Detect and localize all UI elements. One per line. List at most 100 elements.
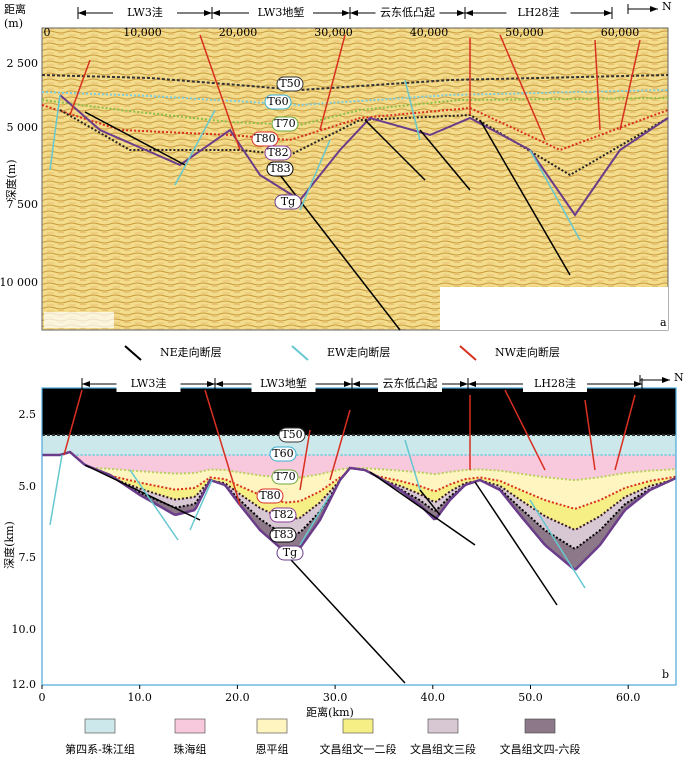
horizon-line xyxy=(41,97,669,127)
x-tick-label: 60.0 xyxy=(616,691,641,704)
horizon-label: T82 xyxy=(272,508,293,521)
fault-line xyxy=(204,389,241,506)
arrow-head xyxy=(78,10,86,16)
fault-line xyxy=(129,469,179,541)
legend-swatch xyxy=(342,718,374,734)
arrow-head xyxy=(662,377,670,383)
horizon-label: T70 xyxy=(274,117,295,130)
arrow-head xyxy=(460,381,468,387)
horizon-label-bg xyxy=(269,446,297,462)
horizon-label-bg xyxy=(264,145,292,161)
zone-label-bg xyxy=(375,5,440,21)
horizon-label-bg xyxy=(256,488,284,504)
zone-label-bg xyxy=(506,5,571,21)
zone-label-bg xyxy=(249,5,313,21)
fault-line xyxy=(404,79,421,141)
horizon-label: T83 xyxy=(272,528,293,541)
fault-line xyxy=(369,471,476,546)
fault-line xyxy=(299,139,331,211)
legend-swatch xyxy=(524,718,556,734)
legend-text: 珠海组 xyxy=(174,742,207,756)
legend-fault-icon xyxy=(124,345,142,361)
seismic-image xyxy=(41,27,669,331)
horizon-label-bg xyxy=(269,507,297,523)
horizon-line xyxy=(41,74,669,92)
horizon-label-bg xyxy=(269,527,297,543)
horizon-label-bg xyxy=(274,194,302,210)
fault-line xyxy=(299,429,311,491)
fault-line xyxy=(584,399,596,471)
fault-line xyxy=(84,464,201,521)
x-tick-label: 30.0 xyxy=(323,691,348,704)
arrow-head xyxy=(82,381,90,387)
zone-label-bg xyxy=(523,376,587,392)
fault-line xyxy=(504,389,546,471)
zone-label-bg xyxy=(378,376,442,392)
fault-line xyxy=(279,547,406,684)
legend-swatch xyxy=(174,718,206,734)
seismic-stamp xyxy=(44,312,114,328)
arrow-head xyxy=(634,381,642,387)
plot-frame xyxy=(41,387,677,686)
legend-text: 恩平组 xyxy=(256,742,289,756)
horizon-label: T83 xyxy=(269,162,290,175)
horizon-line xyxy=(41,104,669,152)
arrow-head xyxy=(342,10,350,16)
horizon-label: T50 xyxy=(279,77,300,90)
x-tick-label: 50.0 xyxy=(518,691,543,704)
no-data-area xyxy=(440,287,668,330)
legend-text: EW走向断层 xyxy=(327,345,390,359)
horizon-label: T60 xyxy=(272,447,293,460)
zone-label: LH28洼 xyxy=(518,5,560,19)
x-tick-label: 30,000 xyxy=(314,26,353,39)
legend-text: NE走向断层 xyxy=(160,345,222,359)
y-axis-title: 深度(m) xyxy=(4,159,18,200)
arrow-head xyxy=(204,10,212,16)
horizon-label-bg xyxy=(278,427,306,443)
fault-line xyxy=(84,111,186,166)
zone-label-bg xyxy=(251,376,316,392)
legend-fault-icon xyxy=(291,345,309,361)
fault-line xyxy=(419,129,471,191)
zone-label: 云东低凸起 xyxy=(383,377,438,390)
horizon-label: T50 xyxy=(281,428,302,441)
horizon-label-bg xyxy=(266,161,294,177)
x-tick-label: 20,000 xyxy=(219,26,258,39)
horizon-line xyxy=(41,89,669,107)
north-label: N xyxy=(662,0,672,13)
horizon-label: T82 xyxy=(267,146,288,159)
arrow-head xyxy=(212,10,220,16)
x-axis-title: 距离(km) xyxy=(306,705,354,719)
fault-line xyxy=(404,439,421,491)
horizon-label-bg xyxy=(276,76,304,92)
x-tick-label: 40,000 xyxy=(410,26,449,39)
horizon-label: T80 xyxy=(259,489,280,502)
legend-text: 文昌组文三段 xyxy=(410,742,476,756)
y-tick-label: 10.0 xyxy=(12,623,37,636)
arrow-head xyxy=(344,381,352,387)
horizon-label: T70 xyxy=(274,470,295,483)
y-tick-label: 5 000 xyxy=(7,121,39,134)
fault-line xyxy=(329,409,351,481)
arrow-head xyxy=(350,10,358,16)
x-axis-title: 距离 xyxy=(4,2,26,16)
x-axis-unit: (m) xyxy=(4,17,23,30)
fault-line xyxy=(614,394,636,471)
x-tick-label: 40.0 xyxy=(421,691,446,704)
fault-line xyxy=(364,119,426,181)
y-tick-label: 7 500 xyxy=(7,198,39,211)
y-axis-title: 深度(km) xyxy=(2,521,16,569)
y-tick-label: 12.0 xyxy=(12,678,37,691)
x-tick-label: 0 xyxy=(44,26,51,39)
fault-line xyxy=(499,34,546,141)
legend-fault-icon xyxy=(459,345,477,361)
basement-line xyxy=(42,450,677,571)
horizon-line xyxy=(42,450,676,456)
arrow-head xyxy=(457,10,465,16)
zone-label: LW3地堑 xyxy=(260,376,307,390)
zone-label: 云东低凸起 xyxy=(380,6,435,19)
x-tick-label: 20.0 xyxy=(225,691,250,704)
fault-line xyxy=(299,494,331,546)
horizon-label-bg xyxy=(251,131,279,147)
fault-line xyxy=(319,34,346,131)
